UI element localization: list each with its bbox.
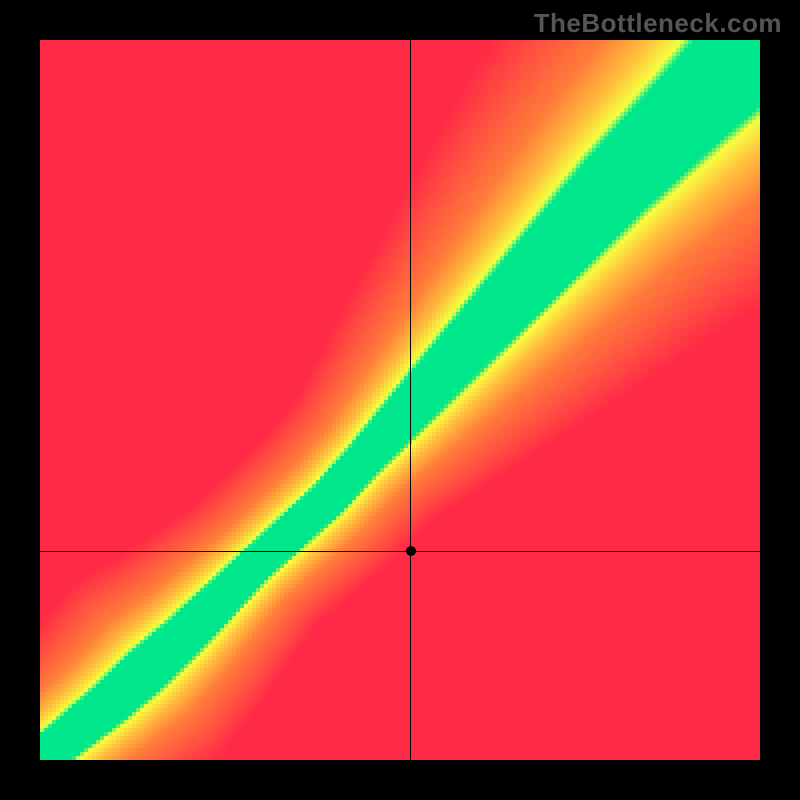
crosshair-horizontal xyxy=(40,551,760,552)
crosshair-marker xyxy=(406,546,416,556)
heatmap-canvas xyxy=(40,40,760,760)
watermark-text: TheBottleneck.com xyxy=(534,8,782,39)
crosshair-vertical xyxy=(410,40,411,760)
chart-container: TheBottleneck.com xyxy=(0,0,800,800)
plot-frame xyxy=(40,40,760,760)
